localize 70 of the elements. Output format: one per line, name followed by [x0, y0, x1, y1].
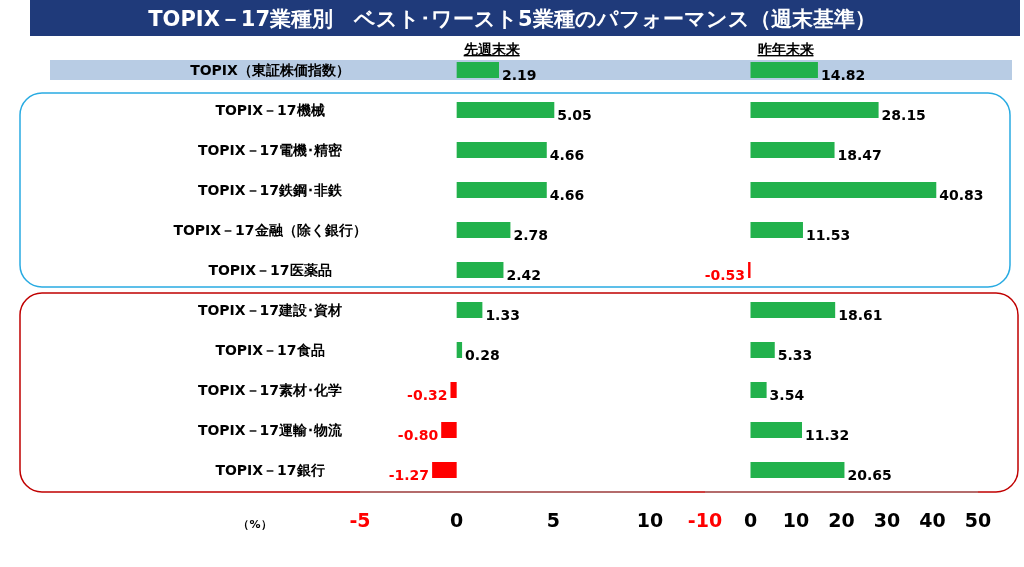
data-label: -0.80 — [397, 427, 439, 443]
data-label: 3.54 — [769, 387, 805, 403]
bar — [456, 102, 555, 118]
data-label: 28.15 — [881, 107, 926, 123]
data-label: 14.82 — [820, 67, 866, 83]
x-tick-label: 0 — [743, 509, 758, 531]
bar — [750, 62, 818, 78]
data-label: 4.66 — [549, 147, 585, 163]
x-axis-title: （%） — [238, 518, 272, 531]
x-tick-label: -5 — [349, 509, 371, 531]
x-tick-label: 20 — [828, 509, 855, 531]
data-label: 18.47 — [837, 147, 882, 163]
bar — [750, 222, 803, 238]
bar — [432, 462, 457, 478]
x-tick-label: 50 — [964, 509, 992, 531]
data-label: 40.83 — [939, 187, 984, 203]
data-label: 5.33 — [777, 347, 813, 363]
x-tick-label: 30 — [873, 509, 901, 531]
data-label: 18.61 — [838, 307, 883, 323]
y-tick-label: TOPIX（東証株価指数） — [190, 62, 350, 78]
data-label: 20.65 — [847, 467, 892, 483]
x-tick-label: -10 — [687, 509, 723, 531]
data-label: 4.66 — [549, 187, 585, 203]
bar — [748, 262, 751, 278]
y-tick-label: TOPIX－17鉄鋼･非鉄 — [197, 182, 344, 198]
x-tick-label: 5 — [546, 509, 560, 531]
data-label: 11.53 — [805, 227, 851, 243]
data-label: -1.27 — [388, 467, 430, 483]
y-tick-label: TOPIX－17医薬品 — [208, 262, 332, 278]
bar — [750, 102, 879, 118]
y-tick-label: TOPIX－17運輸･物流 — [197, 422, 344, 438]
data-label: 1.33 — [485, 307, 520, 323]
bar — [456, 262, 504, 278]
data-label: -0.53 — [704, 267, 746, 283]
bar — [450, 382, 457, 398]
x-tick-label: 0 — [450, 509, 464, 531]
x-tick-label: 40 — [919, 509, 946, 531]
bar — [750, 462, 845, 478]
bar — [750, 382, 767, 398]
bar — [750, 302, 836, 318]
y-tick-label: TOPIX－17電機･精密 — [197, 142, 344, 158]
bar — [456, 62, 500, 78]
bar — [750, 142, 835, 158]
chart-subtitle: 昨年末来 — [757, 41, 814, 57]
bar — [750, 182, 937, 198]
data-label: 11.32 — [805, 427, 850, 443]
chart-title: TOPIX－17業種別 ベスト･ワースト5業種のパフォーマンス（週末基準） — [148, 7, 876, 31]
y-tick-label: TOPIX－17機械 — [215, 102, 325, 118]
data-label: -0.32 — [407, 387, 448, 403]
x-tick-label: 10 — [782, 509, 810, 531]
y-tick-label: TOPIX－17素材･化学 — [197, 382, 343, 398]
data-label: 2.19 — [502, 67, 537, 83]
bar — [441, 422, 457, 438]
bar — [456, 342, 463, 358]
y-tick-label: TOPIX－17食品 — [215, 342, 325, 358]
data-label: 2.78 — [513, 227, 548, 243]
bar — [456, 222, 511, 238]
y-tick-label: TOPIX－17金融（除く銀行） — [173, 222, 367, 238]
bar — [750, 342, 775, 358]
y-tick-label: TOPIX－17銀行 — [215, 462, 325, 478]
data-label: 2.42 — [506, 267, 541, 283]
data-label: 0.28 — [465, 347, 500, 363]
bar — [750, 422, 803, 438]
bar — [456, 302, 483, 318]
y-tick-label: TOPIX－17建設･資材 — [197, 302, 343, 318]
bar — [456, 142, 547, 158]
x-tick-label: 10 — [636, 509, 664, 531]
bar — [456, 182, 547, 198]
chart-subtitle: 先週末来 — [462, 41, 520, 57]
data-label: 5.05 — [557, 107, 592, 123]
